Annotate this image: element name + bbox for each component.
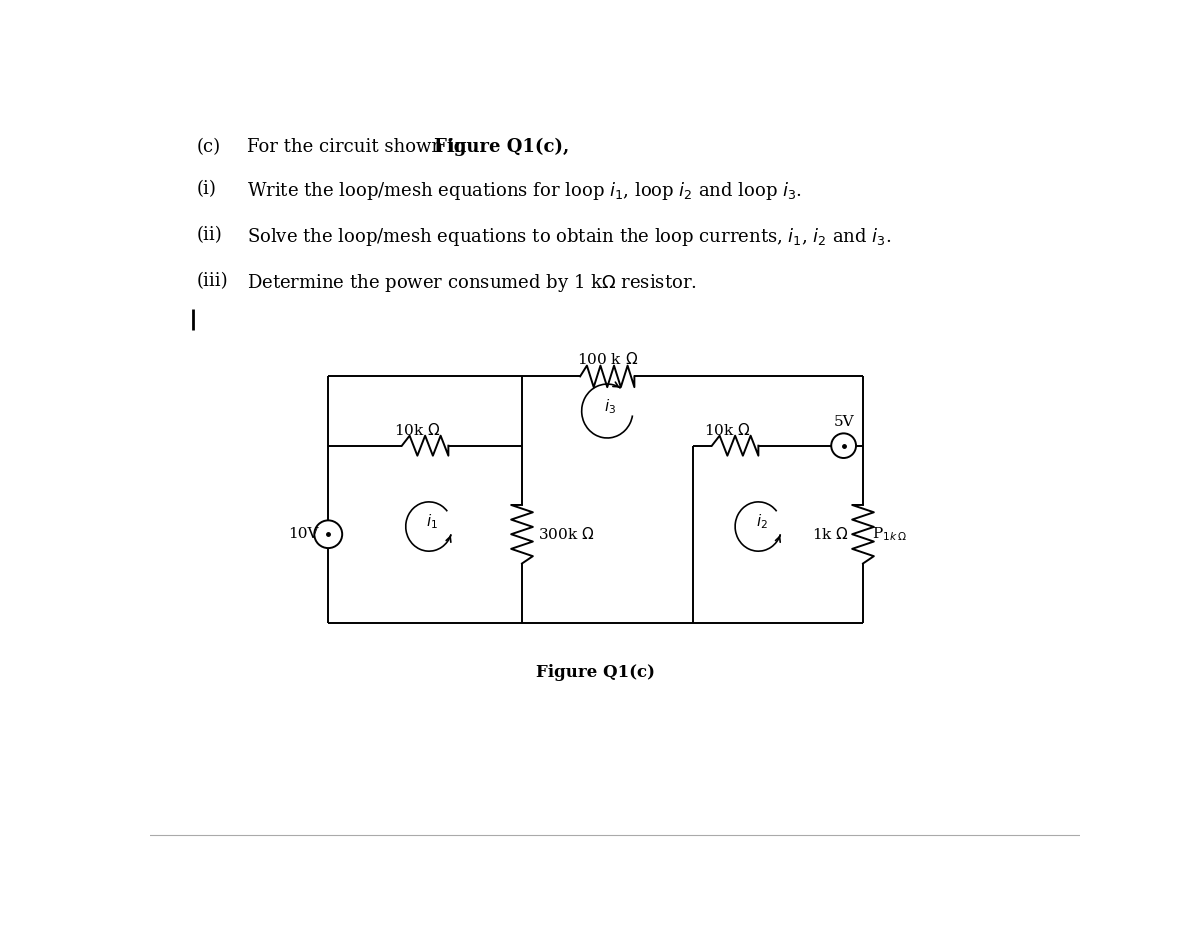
Text: 100 k $\Omega$: 100 k $\Omega$: [577, 351, 638, 367]
Text: Write the loop/mesh equations for loop $i_1$, loop $i_2$ and loop $i_3$.: Write the loop/mesh equations for loop $…: [247, 180, 802, 202]
Text: Solve the loop/mesh equations to obtain the loop currents, $i_1$, $i_2$ and $i_3: Solve the loop/mesh equations to obtain …: [247, 226, 892, 249]
Text: 5V: 5V: [833, 414, 854, 429]
Text: (i): (i): [197, 180, 216, 198]
Text: For the circuit shown in: For the circuit shown in: [247, 138, 472, 155]
Text: (c): (c): [197, 138, 221, 155]
Text: 1k $\Omega$: 1k $\Omega$: [812, 527, 850, 543]
Text: P$_{1k\,\Omega}$: P$_{1k\,\Omega}$: [872, 526, 907, 544]
Text: $i_1$: $i_1$: [426, 512, 438, 531]
Text: (ii): (ii): [197, 226, 222, 244]
Text: Figure Q1(c),: Figure Q1(c),: [434, 138, 570, 156]
Text: 10V: 10V: [288, 528, 319, 542]
Text: 300k $\Omega$: 300k $\Omega$: [538, 527, 594, 543]
Text: (iii): (iii): [197, 272, 228, 290]
Text: 10k $\Omega$: 10k $\Omega$: [704, 422, 751, 438]
Text: Determine the power consumed by 1 k$\Omega$ resistor.: Determine the power consumed by 1 k$\Ome…: [247, 272, 697, 295]
Text: $i_2$: $i_2$: [756, 512, 768, 531]
Text: $i_3$: $i_3$: [605, 398, 617, 415]
Text: Figure Q1(c): Figure Q1(c): [536, 664, 655, 681]
Text: 10k $\Omega$: 10k $\Omega$: [394, 422, 440, 438]
